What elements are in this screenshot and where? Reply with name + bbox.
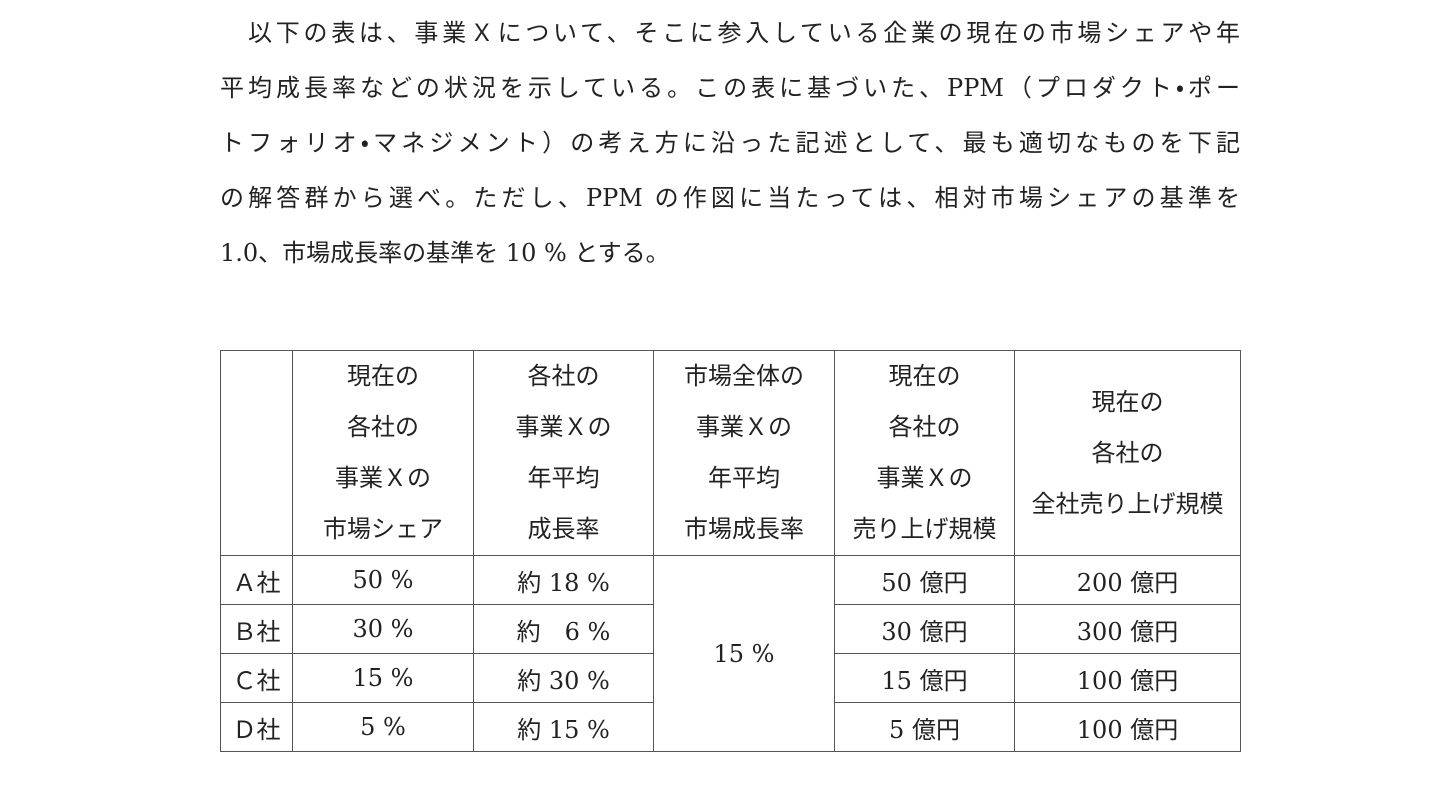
table-cell: 約 15 % [473,702,654,752]
header-line: 市場成長率 [684,515,804,543]
text-line: の解答群から選べ。ただし、PPM の作図に当たっては、相対市場シェアの基準を [220,184,1240,212]
company-cell: Ｂ社 [220,604,293,654]
header-cell: 現在の各社の事業Ｘの売り上げ規模 [834,350,1015,556]
header-line: 事業Ｘの [515,413,612,441]
header-line: 現在の [347,362,419,390]
header-line: 事業Ｘの [876,464,973,492]
company-cell: Ｃ社 [220,653,293,703]
header-cell: 現在の各社の全社売り上げ規模 [1014,350,1241,556]
header-line: 年平均 [708,464,780,492]
table-cell: 100 億円 [1014,702,1241,752]
table-row: Ｄ社 5 % 約 15 % 5 億円 100 億円 [220,702,1241,752]
header-line: 成長率 [527,515,600,543]
header-line: 事業Ｘの [335,464,431,492]
table-cell: 300 億円 [1014,604,1241,654]
table-cell: 約 6 % [473,604,654,654]
table-row: Ａ社 50 % 約 18 % 15 % 50 億円 200 億円 [220,555,1241,752]
table-row: Ｃ社 15 % 約 30 % 15 億円 100 億円 [220,653,1241,703]
table-cell: 約 18 % [473,555,654,605]
header-line: 各社の [527,362,600,390]
text-line: 1.0、市場成長率の基準を 10 % とする。 [220,239,670,267]
header-line: 現在の [888,362,961,390]
header-line: 年平均 [527,464,600,492]
header-line: 各社の [1091,438,1164,467]
header-row: 現在の 各社の 事業Ｘの 市場シェア 各社の 事業Ｘの 年平均 成長率 市場全体の 事業Ｘの 年平均… [220,350,1241,556]
header-line: 市場全体の [684,362,804,390]
header-cell [220,350,293,556]
table-cell: 5 億円 [834,702,1015,752]
header-line: 市場シェア [323,515,443,543]
text-line: 以下の表は、事業Ｘについて、そこに参入している企業の現在の市場シェアや年 [248,19,1240,47]
header-line: 現在の [1091,387,1164,416]
header-cell: 市場全体の事業Ｘの年平均市場成長率 [653,350,835,556]
table-cell: 約 30 % [473,653,654,703]
header-line: 売り上げ規模 [852,515,997,543]
table-cell: 5 % [292,702,474,752]
table-row: Ｂ社 30 % 約 6 % 30 億円 300 億円 [220,604,1241,654]
header-line: 各社の [888,413,961,441]
table-cell: 100 億円 [1014,653,1241,703]
header-line: 各社の [347,413,419,441]
table-cell: 15 % [292,653,474,703]
table-cell: 50 億円 [834,555,1015,605]
header-cell: 各社の事業Ｘの年平均成長率 [473,350,654,556]
table-cell: 30 % [292,604,474,654]
company-cell: Ｄ社 [220,702,293,752]
header-line: 事業Ｘの [696,413,792,441]
market-growth-cell: 15 % [653,555,835,752]
data-table: 現在の 各社の 事業Ｘの 市場シェア 各社の 事業Ｘの 年平均 成長率 市場全体の 事業Ｘの 年平均… [220,350,1241,752]
table-cell: 50 % [292,555,474,605]
text-line: トフォリオ・マネジメント）の考え方に沿った記述として、最も適切なものを下記 [220,129,1240,157]
table-cell: 200 億円 [1014,555,1241,605]
table-cell: 30 億円 [834,604,1015,654]
header-cell: 現在の各社の事業Ｘの市場シェア [292,350,474,556]
text-line: 平均成長率などの状況を示している。この表に基づいた、PPM（プロダクト・ポー [220,74,1240,102]
question-text: 以下の表は、事業Ｘについて、そこに参入している企業の現在の市場シェアや年平均成長… [220,8,1240,283]
header-line: 全社売り上げ規模 [1031,489,1224,518]
company-cell: Ａ社 [220,555,293,605]
table-cell: 15 億円 [834,653,1015,703]
